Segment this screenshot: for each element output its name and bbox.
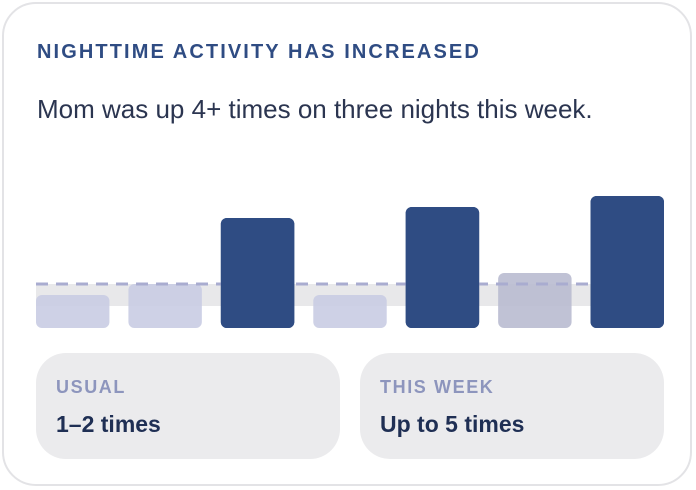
bar-night-6	[498, 273, 572, 328]
card-heading: NIGHTTIME ACTIVITY HAS INCREASED	[37, 41, 481, 63]
this-week-stat-label: THIS WEEK	[380, 377, 495, 397]
usual-stat-card: USUAL 1–2 times	[36, 353, 340, 459]
bar-night-5-overlay	[405, 207, 480, 328]
this-week-stat-card: THIS WEEK Up to 5 times	[360, 353, 664, 459]
usual-stat-value: 1–2 times	[56, 411, 161, 437]
weekly-activity-chart	[36, 196, 664, 328]
bar-night-4	[313, 295, 387, 328]
bar-night-1	[36, 295, 110, 328]
this-week-stat-value: Up to 5 times	[380, 411, 525, 437]
bar-night-7-overlay	[590, 196, 664, 328]
bar-night-2	[128, 284, 202, 328]
card-subtitle: Mom was up 4+ times on three nights this…	[37, 94, 593, 124]
nighttime-activity-card: NIGHTTIME ACTIVITY HAS INCREASED Mom was…	[2, 2, 692, 486]
usual-stat-label: USUAL	[56, 377, 126, 397]
bar-night-3-overlay	[220, 218, 295, 328]
